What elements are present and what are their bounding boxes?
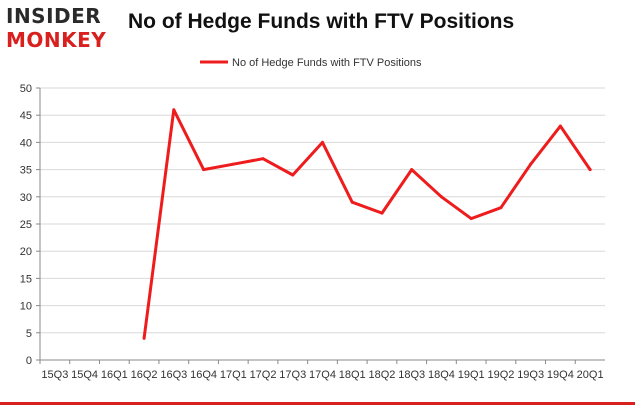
y-tick-label-30: 30: [20, 192, 32, 204]
y-tick-label-0: 0: [26, 355, 32, 367]
data-point-16Q4: [202, 168, 206, 172]
x-tick-label-18Q1: 18Q1: [339, 369, 366, 381]
chart-title: No of Hedge Funds with FTV Positions: [128, 10, 515, 33]
data-point-16Q2: [142, 336, 146, 340]
logo-line-monkey: MONKEY: [6, 28, 107, 52]
x-tick-label-17Q2: 17Q2: [250, 369, 277, 381]
x-tick-labels: 15Q3 15Q4 16Q1 16Q2 16Q3 16Q4 17Q1 17Q2 17Q3 17Q4…: [41, 369, 603, 381]
x-tick-label-17Q3: 17Q3: [279, 369, 306, 381]
y-tick-labels: 0 5 10 15 20 25 30 35 40 45 50: [20, 83, 32, 367]
data-point-18Q3: [410, 168, 414, 172]
x-tick-label-19Q2: 19Q2: [487, 369, 514, 381]
y-tick-label-35: 35: [20, 165, 32, 177]
x-tick-label-16Q4: 16Q4: [190, 369, 217, 381]
x-tick-label-19Q4: 19Q4: [547, 369, 574, 381]
data-point-18Q1: [350, 200, 354, 204]
y-tick-label-25: 25: [20, 219, 32, 231]
x-tick-label-18Q3: 18Q3: [398, 369, 425, 381]
y-tick-label-15: 15: [20, 273, 32, 285]
legend: No of Hedge Funds with FTV Positions: [200, 57, 422, 69]
x-tick-label-19Q3: 19Q3: [517, 369, 544, 381]
axes: [36, 87, 605, 364]
logo-line-insider: INSIDER: [6, 4, 102, 28]
legend-label: No of Hedge Funds with FTV Positions: [232, 57, 422, 69]
x-tick-label-16Q3: 16Q3: [160, 369, 187, 381]
data-point-17Q1: [231, 162, 235, 166]
data-point-16Q3: [172, 108, 176, 112]
y-tick-label-40: 40: [20, 137, 32, 149]
x-tick-label-17Q1: 17Q1: [220, 369, 247, 381]
x-tick-label-17Q4: 17Q4: [309, 369, 336, 381]
data-point-20Q1: [588, 168, 592, 172]
data-point-17Q4: [321, 140, 324, 144]
data-point-19Q3: [529, 162, 533, 166]
gridlines: [40, 87, 605, 334]
data-point-19Q4: [558, 124, 562, 128]
x-tick-label-18Q2: 18Q2: [369, 369, 396, 381]
x-tick-label-16Q1: 16Q1: [101, 369, 128, 381]
insider-monkey-logo: INSIDER MONKEY: [6, 4, 116, 54]
y-tick-label-5: 5: [26, 328, 32, 340]
data-point-18Q4: [439, 195, 443, 199]
y-tick-label-10: 10: [20, 301, 32, 313]
data-point-17Q3: [291, 173, 295, 177]
x-tick-label-20Q1: 20Q1: [577, 369, 604, 381]
y-tick-label-45: 45: [20, 110, 32, 122]
series-lines: [142, 108, 592, 340]
series-line-0: [142, 108, 592, 340]
x-tick-label-16Q2: 16Q2: [131, 369, 158, 381]
x-tick-label-18Q4: 18Q4: [428, 369, 455, 381]
x-tick-label-15Q3: 15Q3: [41, 369, 68, 381]
data-point-19Q1: [469, 217, 473, 221]
x-tick-label-15Q4: 15Q4: [71, 369, 98, 381]
y-tick-label-50: 50: [20, 83, 32, 95]
data-point-19Q2: [499, 206, 503, 210]
data-point-17Q2: [261, 157, 265, 161]
x-tick-label-19Q1: 19Q1: [458, 369, 485, 381]
data-point-18Q2: [380, 211, 384, 215]
y-tick-label-20: 20: [20, 246, 32, 258]
